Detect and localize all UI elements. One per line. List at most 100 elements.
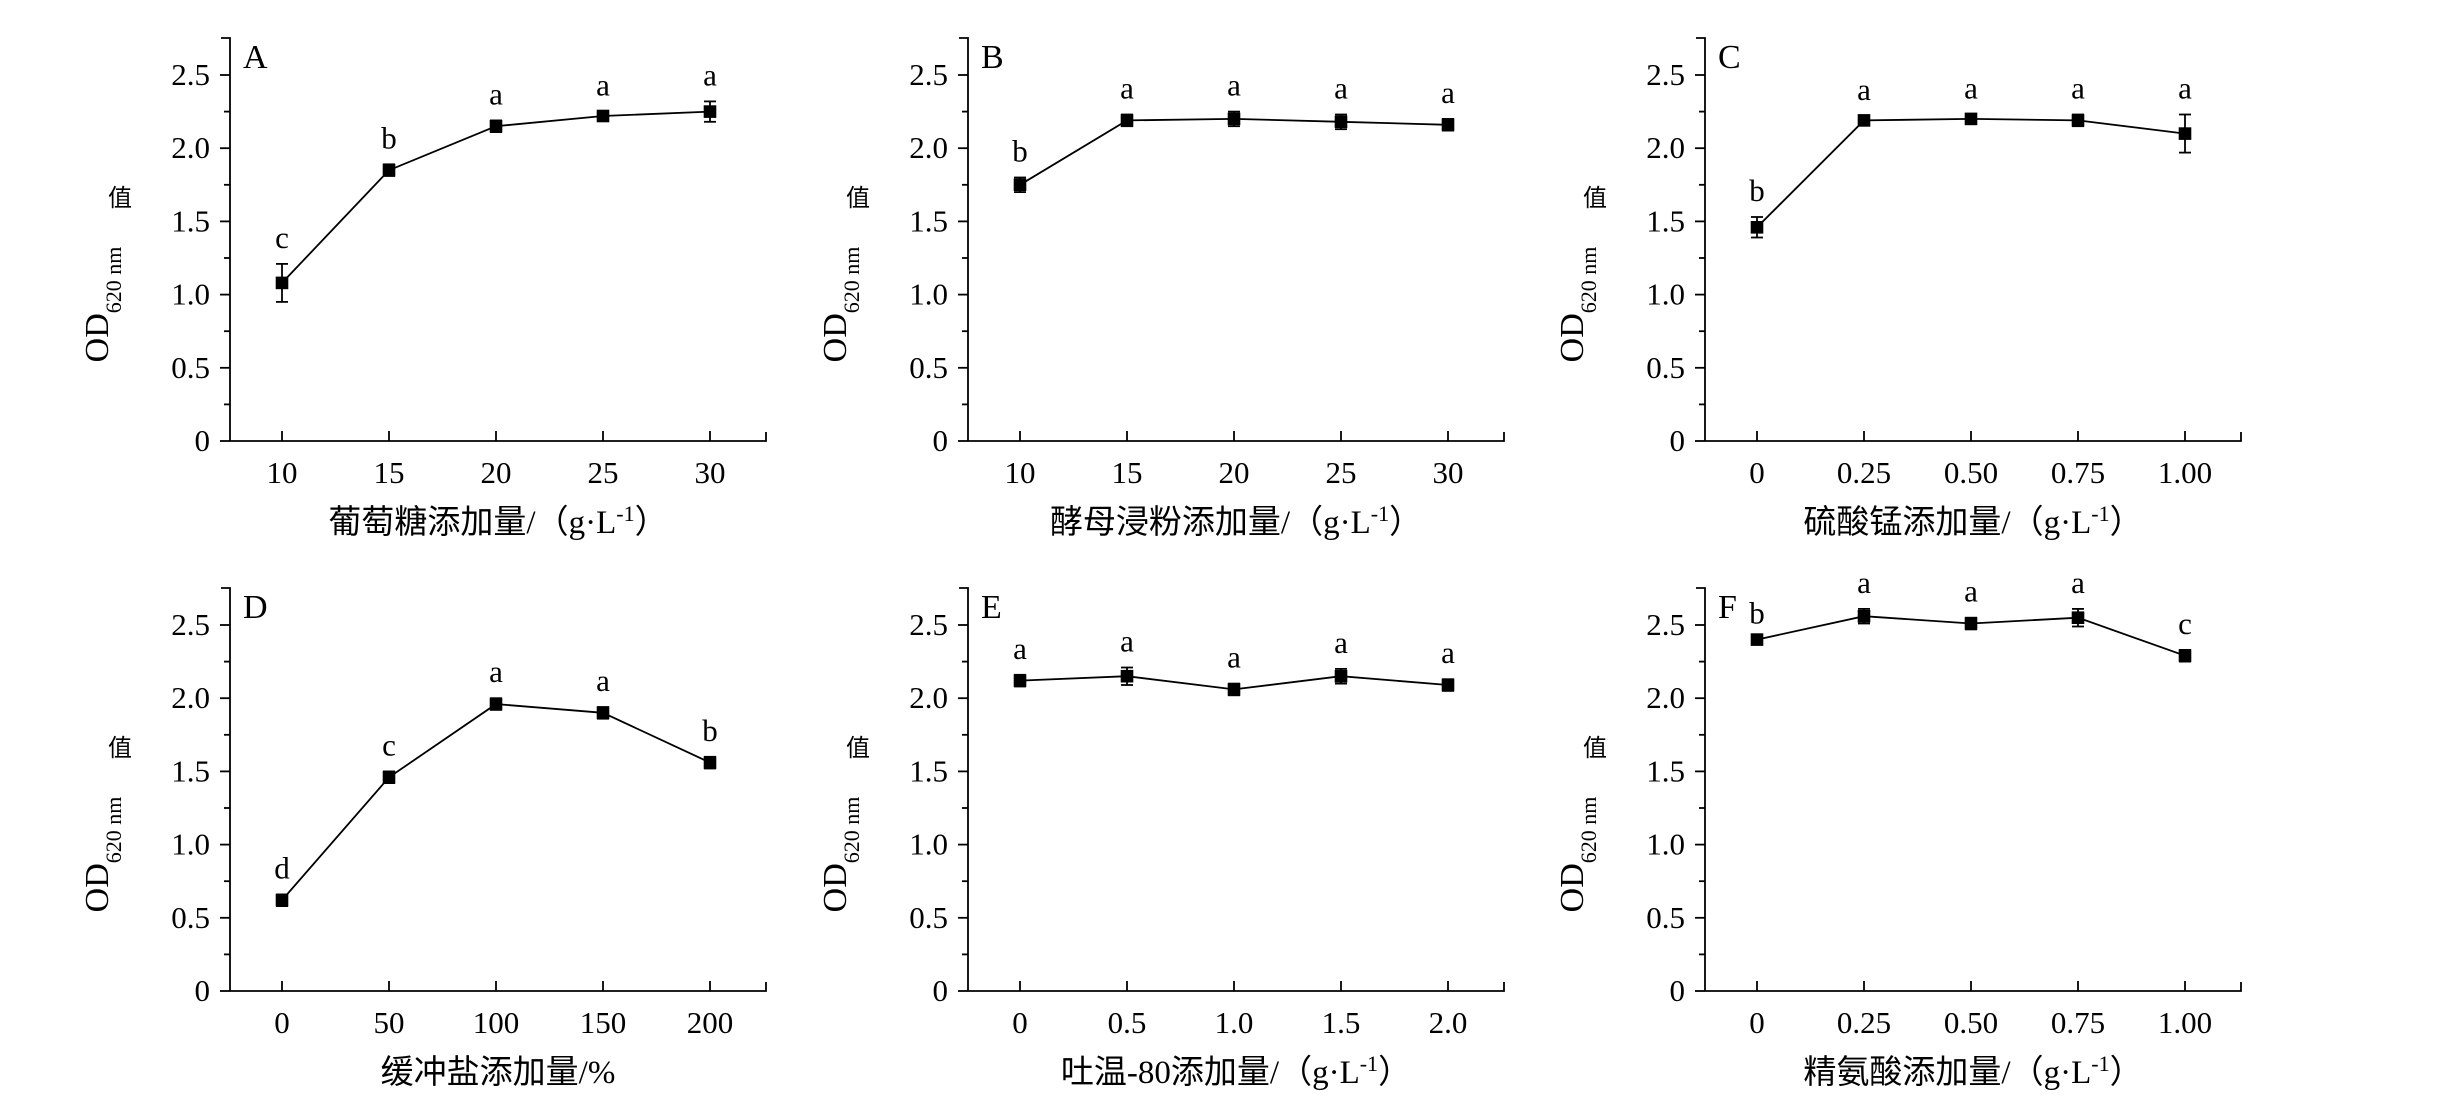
svg-text:OD620 nm: OD620 nm — [79, 247, 126, 363]
svg-text:b: b — [702, 713, 718, 748]
svg-text:a: a — [489, 76, 503, 111]
svg-text:吐温-80添加量/（g·L-1）: 吐温-80添加量/（g·L-1） — [1060, 1051, 1410, 1092]
svg-text:a: a — [1857, 565, 1871, 600]
svg-text:a: a — [1857, 72, 1871, 107]
svg-text:0.5: 0.5 — [171, 900, 210, 935]
svg-text:2.0: 2.0 — [1646, 130, 1685, 165]
svg-text:值: 值 — [1583, 735, 1607, 762]
svg-text:OD620 nm: OD620 nm — [817, 797, 864, 913]
svg-text:值: 值 — [108, 185, 132, 212]
svg-text:1.00: 1.00 — [2158, 1005, 2212, 1040]
svg-text:2.5: 2.5 — [171, 57, 210, 92]
svg-text:0.5: 0.5 — [171, 350, 210, 385]
svg-text:A: A — [243, 39, 268, 76]
svg-text:a: a — [1334, 625, 1348, 660]
svg-text:1.5: 1.5 — [171, 753, 210, 788]
svg-text:c: c — [275, 220, 289, 255]
svg-text:30: 30 — [695, 455, 726, 490]
svg-text:a: a — [2071, 71, 2085, 106]
svg-text:2.0: 2.0 — [171, 680, 210, 715]
svg-text:150: 150 — [580, 1005, 627, 1040]
svg-text:F: F — [1718, 589, 1737, 626]
svg-text:15: 15 — [1111, 455, 1142, 490]
svg-text:值: 值 — [1583, 185, 1607, 212]
svg-text:缓冲盐添加量/%: 缓冲盐添加量/% — [381, 1054, 616, 1091]
svg-text:2.5: 2.5 — [1646, 607, 1685, 642]
svg-text:2.0: 2.0 — [1428, 1005, 1467, 1040]
svg-text:2.0: 2.0 — [909, 680, 948, 715]
svg-text:1.0: 1.0 — [171, 827, 210, 862]
svg-text:a: a — [703, 57, 717, 92]
svg-text:0: 0 — [1749, 455, 1765, 490]
svg-text:0.5: 0.5 — [1107, 1005, 1146, 1040]
svg-text:10: 10 — [267, 455, 298, 490]
svg-text:0.75: 0.75 — [2051, 455, 2105, 490]
svg-text:值: 值 — [846, 185, 870, 212]
svg-text:1.5: 1.5 — [909, 753, 948, 788]
svg-text:a: a — [596, 663, 610, 698]
svg-text:d: d — [274, 850, 290, 885]
svg-text:2.5: 2.5 — [171, 607, 210, 642]
svg-text:a: a — [1120, 624, 1134, 659]
svg-text:a: a — [1120, 71, 1134, 106]
svg-text:0: 0 — [932, 423, 948, 458]
svg-text:b: b — [1749, 596, 1765, 631]
svg-text:值: 值 — [108, 735, 132, 762]
svg-text:硫酸锰添加量/（g·L-1）: 硫酸锰添加量/（g·L-1） — [1803, 501, 2142, 542]
svg-text:葡萄糖添加量/（g·L-1）: 葡萄糖添加量/（g·L-1） — [328, 501, 667, 542]
svg-text:20: 20 — [1218, 455, 1249, 490]
svg-text:c: c — [2178, 606, 2192, 641]
svg-text:2.5: 2.5 — [909, 57, 948, 92]
svg-text:0: 0 — [932, 973, 948, 1008]
svg-text:1.5: 1.5 — [1321, 1005, 1360, 1040]
svg-text:0.25: 0.25 — [1837, 1005, 1891, 1040]
svg-text:a: a — [2071, 565, 2085, 600]
svg-text:0: 0 — [1012, 1005, 1028, 1040]
svg-text:2.0: 2.0 — [909, 130, 948, 165]
svg-text:100: 100 — [473, 1005, 520, 1040]
svg-text:0.5: 0.5 — [1646, 900, 1685, 935]
svg-text:B: B — [981, 39, 1004, 76]
svg-text:200: 200 — [687, 1005, 734, 1040]
svg-text:15: 15 — [374, 455, 405, 490]
svg-text:2.5: 2.5 — [1646, 57, 1685, 92]
svg-text:2.5: 2.5 — [909, 607, 948, 642]
svg-text:0.5: 0.5 — [1646, 350, 1685, 385]
svg-text:b: b — [1012, 134, 1028, 169]
svg-text:a: a — [1334, 71, 1348, 106]
svg-text:0: 0 — [1670, 423, 1686, 458]
svg-text:E: E — [981, 589, 1002, 626]
svg-text:1.5: 1.5 — [1646, 203, 1685, 238]
svg-text:1.5: 1.5 — [909, 203, 948, 238]
svg-text:0: 0 — [195, 973, 211, 1008]
svg-text:0.5: 0.5 — [909, 900, 948, 935]
svg-text:a: a — [596, 68, 610, 103]
svg-text:25: 25 — [1325, 455, 1356, 490]
svg-text:1.0: 1.0 — [1646, 277, 1685, 312]
svg-text:10: 10 — [1004, 455, 1035, 490]
svg-text:0: 0 — [195, 423, 211, 458]
svg-text:20: 20 — [481, 455, 512, 490]
svg-text:1.0: 1.0 — [909, 277, 948, 312]
svg-text:a: a — [1013, 631, 1027, 666]
svg-text:30: 30 — [1432, 455, 1463, 490]
svg-text:0.25: 0.25 — [1837, 455, 1891, 490]
svg-text:C: C — [1718, 39, 1741, 76]
svg-text:1.0: 1.0 — [171, 277, 210, 312]
svg-text:a: a — [1964, 574, 1978, 609]
svg-text:a: a — [1441, 75, 1455, 110]
svg-text:OD620 nm: OD620 nm — [1554, 797, 1601, 913]
svg-text:D: D — [243, 589, 268, 626]
svg-text:a: a — [2178, 71, 2192, 106]
svg-text:a: a — [1227, 68, 1241, 103]
svg-text:精氨酸添加量/（g·L-1）: 精氨酸添加量/（g·L-1） — [1803, 1051, 2142, 1092]
svg-text:OD620 nm: OD620 nm — [1554, 247, 1601, 363]
svg-text:1.5: 1.5 — [171, 203, 210, 238]
svg-text:0.50: 0.50 — [1944, 1005, 1998, 1040]
svg-text:a: a — [1964, 71, 1978, 106]
svg-text:值: 值 — [846, 735, 870, 762]
svg-text:1.0: 1.0 — [1214, 1005, 1253, 1040]
svg-text:1.0: 1.0 — [1646, 827, 1685, 862]
svg-text:OD620 nm: OD620 nm — [79, 797, 126, 913]
svg-text:1.5: 1.5 — [1646, 753, 1685, 788]
